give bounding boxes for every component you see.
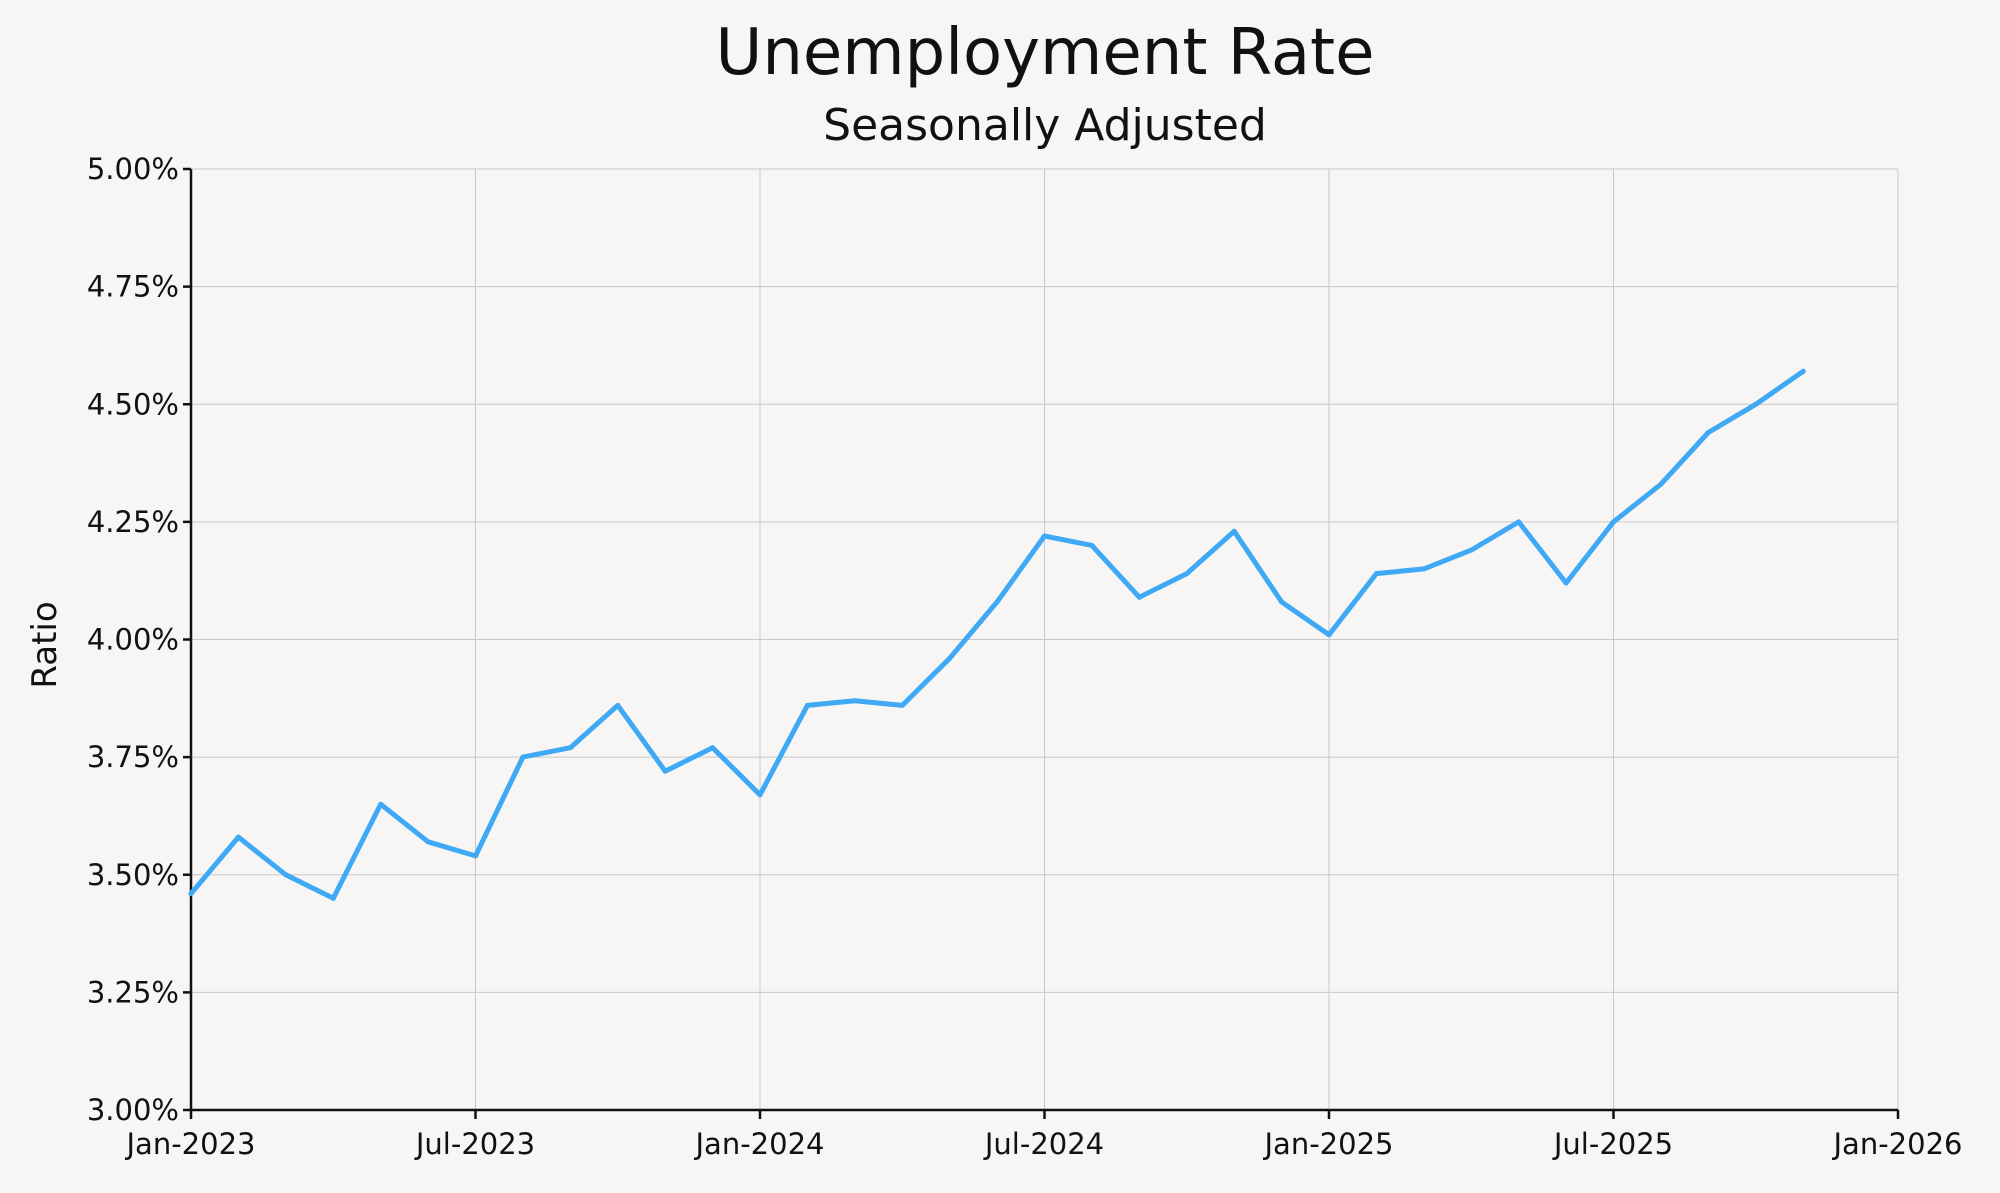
y-tick-label: 3.50% <box>87 858 179 892</box>
data-point <box>994 599 1000 605</box>
data-point <box>662 768 668 774</box>
data-point <box>1563 580 1569 586</box>
data-point <box>1373 571 1379 577</box>
series-layer <box>188 368 1806 901</box>
x-tick-label: Jan-2024 <box>694 1127 825 1161</box>
data-point <box>1800 368 1806 374</box>
data-point <box>1468 547 1474 553</box>
x-tick-label: Jul-2023 <box>414 1127 535 1161</box>
data-point <box>330 895 336 901</box>
y-tick-label: 5.00% <box>87 152 179 186</box>
axes <box>183 167 1900 1119</box>
y-tick-label: 4.75% <box>87 270 179 304</box>
x-tick-label: Jan-2025 <box>1263 1127 1394 1161</box>
data-point <box>567 745 573 751</box>
chart-title: Unemployment Rate <box>715 16 1374 90</box>
y-tick-label: 3.00% <box>87 1093 179 1127</box>
data-point <box>1753 401 1759 407</box>
data-point <box>1658 481 1664 487</box>
y-axis-label: Ratio <box>25 601 65 688</box>
x-tick-label: Jan-2026 <box>1832 1127 1963 1161</box>
y-tick-label: 4.50% <box>87 387 179 421</box>
data-point <box>1516 519 1522 525</box>
data-point <box>425 839 431 845</box>
tick-labels: 3.00% 3.25% 3.50% 3.75% 4.00% 4.25% 4.50% 4.75%… <box>87 152 1963 1161</box>
y-tick-label: 3.25% <box>87 975 179 1009</box>
data-point <box>757 792 763 798</box>
data-point <box>1326 632 1332 638</box>
data-point <box>899 702 905 708</box>
data-point <box>804 702 810 708</box>
data-point <box>615 702 621 708</box>
series-line <box>188 368 1806 901</box>
data-point <box>235 834 241 840</box>
data-point <box>188 891 194 897</box>
y-tick-label: 4.25% <box>87 505 179 539</box>
data-point <box>852 698 858 704</box>
grid <box>191 168 1899 1110</box>
data-point <box>1089 542 1095 548</box>
data-point <box>473 853 478 859</box>
x-tick-label: Jan-2023 <box>125 1127 256 1161</box>
data-point <box>1279 599 1285 605</box>
y-tick-label: 4.00% <box>87 623 179 657</box>
data-point <box>1042 533 1047 539</box>
data-point <box>283 872 289 878</box>
data-point <box>1611 519 1616 525</box>
data-point <box>1231 528 1237 534</box>
y-tick-label: 3.75% <box>87 740 179 774</box>
x-tick-label: Jul-2024 <box>983 1127 1104 1161</box>
x-tick-label: Jul-2025 <box>1552 1127 1673 1161</box>
data-point <box>1136 594 1142 600</box>
data-point <box>378 801 384 807</box>
chart-subtitle: Seasonally Adjusted <box>823 100 1267 151</box>
data-point <box>1184 571 1190 577</box>
data-point <box>520 754 526 760</box>
data-point <box>710 745 716 751</box>
data-point <box>1421 566 1427 572</box>
data-point <box>1705 430 1711 435</box>
data-point <box>947 655 953 661</box>
